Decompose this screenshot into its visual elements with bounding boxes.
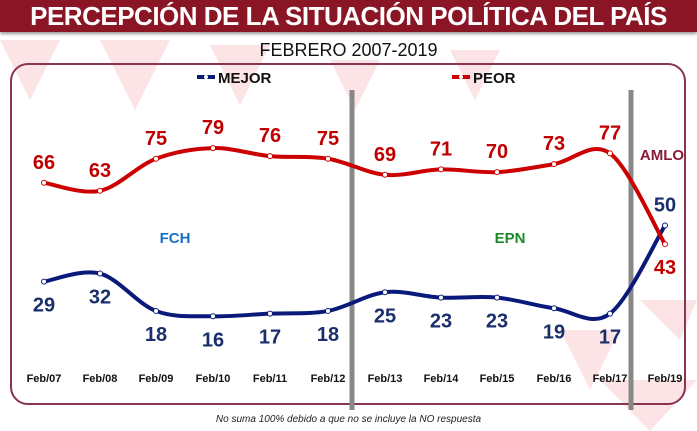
data-label-peor: 71 <box>430 138 452 160</box>
data-label-mejor: 50 <box>654 195 676 217</box>
data-label-peor: 75 <box>317 128 339 150</box>
point-mejor <box>153 307 159 314</box>
x-tick-label: Feb/07 <box>27 373 62 385</box>
point-mejor <box>607 310 613 317</box>
point-mejor <box>267 310 273 317</box>
point-mejor <box>97 270 103 277</box>
data-label-peor: 69 <box>374 144 396 166</box>
data-label-peor: 43 <box>654 257 676 279</box>
x-tick-label: Feb/08 <box>83 373 118 385</box>
data-label-mejor: 29 <box>33 295 55 317</box>
legend: MEJOR PEOR <box>197 70 516 87</box>
x-tick-label: Feb/11 <box>253 373 287 385</box>
point-mejor <box>494 294 500 301</box>
point-mejor <box>382 289 388 296</box>
x-tick-label: Feb/19 <box>648 373 683 385</box>
legend-peor-label: PEOR <box>473 70 516 87</box>
data-label-mejor: 18 <box>317 324 339 346</box>
data-label-mejor: 18 <box>145 324 167 346</box>
x-tick-label: Feb/13 <box>368 373 403 385</box>
point-peor <box>662 241 668 248</box>
period-label-epn: EPN <box>495 230 526 247</box>
legend-mejor-label: MEJOR <box>218 70 272 87</box>
data-label-peor: 73 <box>543 133 565 155</box>
data-label-mejor: 23 <box>430 311 452 333</box>
data-label-mejor: 32 <box>89 287 111 309</box>
data-label-mejor: 16 <box>202 329 224 351</box>
point-peor <box>153 155 159 162</box>
chart-subtitle: FEBRERO 2007-2019 <box>259 40 438 60</box>
point-peor <box>494 169 500 176</box>
data-label-mejor: 17 <box>259 327 281 349</box>
point-peor <box>97 187 103 194</box>
data-label-mejor: 19 <box>543 321 565 343</box>
x-tick-label: Feb/14 <box>424 373 460 385</box>
data-label-peor: 75 <box>145 128 167 150</box>
period-label-amlo: AMLO <box>640 147 684 164</box>
point-peor <box>607 150 613 157</box>
data-label-peor: 70 <box>486 141 508 163</box>
series-line-mejor <box>42 223 667 321</box>
point-mejor <box>662 222 668 229</box>
data-label-mejor: 23 <box>486 311 508 333</box>
data-label-peor: 63 <box>89 160 111 182</box>
point-peor <box>210 145 216 152</box>
point-peor <box>41 179 47 186</box>
point-mejor <box>210 313 216 320</box>
point-mejor <box>41 278 47 285</box>
data-label-mejor: 17 <box>599 327 621 349</box>
point-mejor <box>438 294 444 301</box>
x-tick-label: Feb/09 <box>139 373 174 385</box>
x-tick-label: Feb/15 <box>480 373 515 385</box>
point-peor <box>382 171 388 178</box>
series-line-peor <box>42 146 667 247</box>
data-label-peor: 76 <box>259 125 281 147</box>
data-label-peor: 77 <box>599 122 621 144</box>
chart-frame <box>10 63 686 405</box>
data-label-mejor: 25 <box>374 305 396 327</box>
data-label-peor: 66 <box>33 152 55 174</box>
x-tick-label: Feb/17 <box>593 373 628 385</box>
data-label-peor: 79 <box>202 117 224 139</box>
period-label-fch: FCH <box>160 230 191 247</box>
point-mejor <box>325 307 331 314</box>
page-title: PERCEPCIÓN DE LA SITUACIÓN POLÍTICA DEL … <box>0 0 697 32</box>
point-peor <box>267 153 273 160</box>
x-tick-label: Feb/10 <box>196 373 231 385</box>
point-peor <box>551 161 557 168</box>
footnote: No suma 100% debido a que no se incluye … <box>215 414 482 425</box>
x-tick-label: Feb/16 <box>537 373 572 385</box>
point-mejor <box>551 305 557 312</box>
point-peor <box>438 166 444 173</box>
x-tick-label: Feb/12 <box>311 373 346 385</box>
point-peor <box>325 155 331 162</box>
